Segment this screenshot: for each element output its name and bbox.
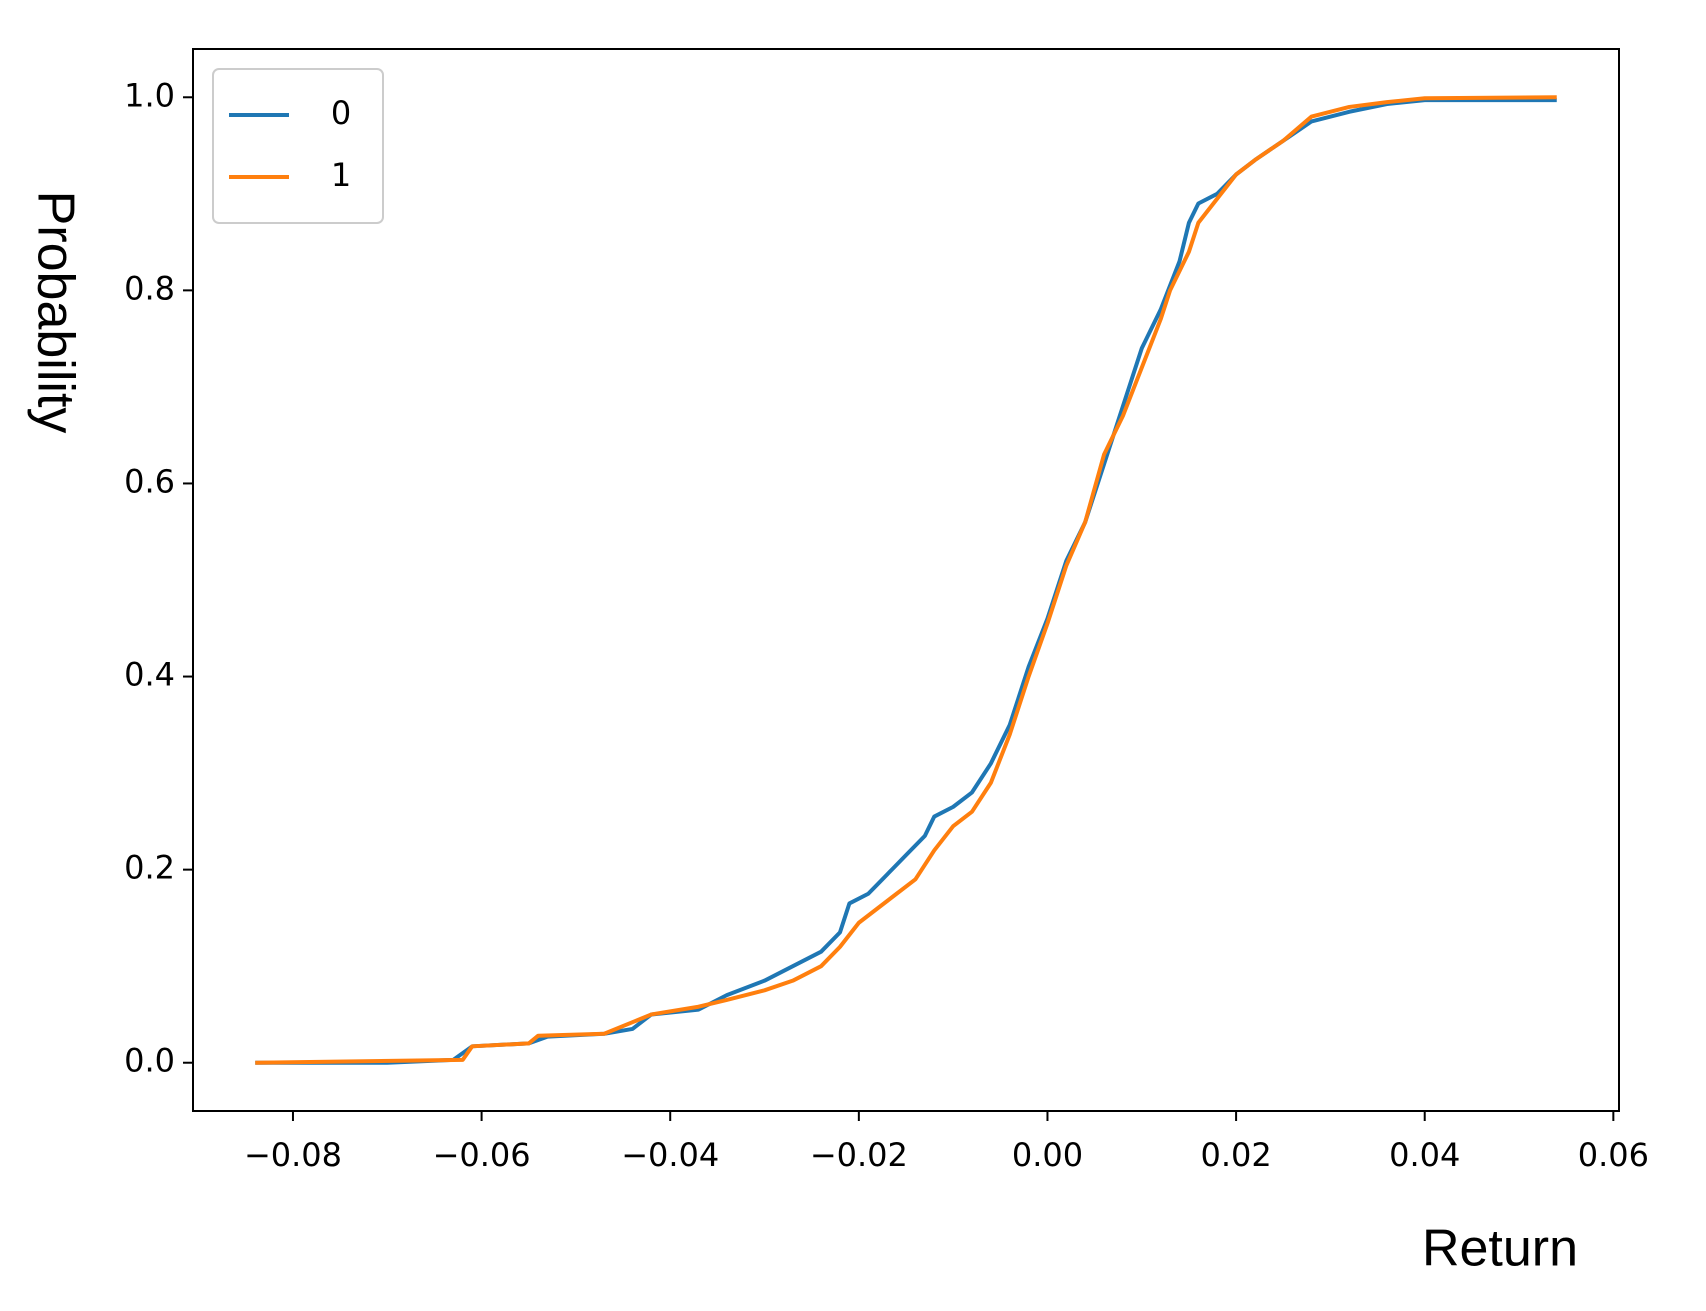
- y-tick-label: 0.8: [124, 269, 175, 307]
- x-axis-label: Return: [1422, 1220, 1578, 1278]
- x-tick-label: 0.02: [1200, 1136, 1271, 1174]
- legend-label: 1: [331, 156, 351, 194]
- series-line: [255, 98, 1557, 1065]
- series-line: [255, 95, 1557, 1065]
- x-tick-label: −0.06: [433, 1136, 531, 1174]
- x-tick-label: −0.04: [621, 1136, 719, 1174]
- x-tick-label: 0.04: [1389, 1136, 1460, 1174]
- x-tick-label: 0.00: [1012, 1136, 1083, 1174]
- y-tick-label: 0.2: [124, 849, 175, 887]
- y-axis-label: Probability: [26, 191, 84, 434]
- x-tick-label: −0.02: [810, 1136, 908, 1174]
- x-tick-label: 0.06: [1578, 1136, 1649, 1174]
- legend-box: [212, 68, 384, 224]
- y-tick-label: 0.4: [124, 656, 175, 694]
- x-tick-label: −0.08: [244, 1136, 342, 1174]
- y-tick-label: 0.6: [124, 462, 175, 500]
- axes-frame: [192, 48, 1620, 1112]
- y-tick-label: 0.0: [124, 1042, 175, 1080]
- legend-label: 0: [331, 94, 351, 132]
- y-tick-label: 1.0: [124, 76, 175, 114]
